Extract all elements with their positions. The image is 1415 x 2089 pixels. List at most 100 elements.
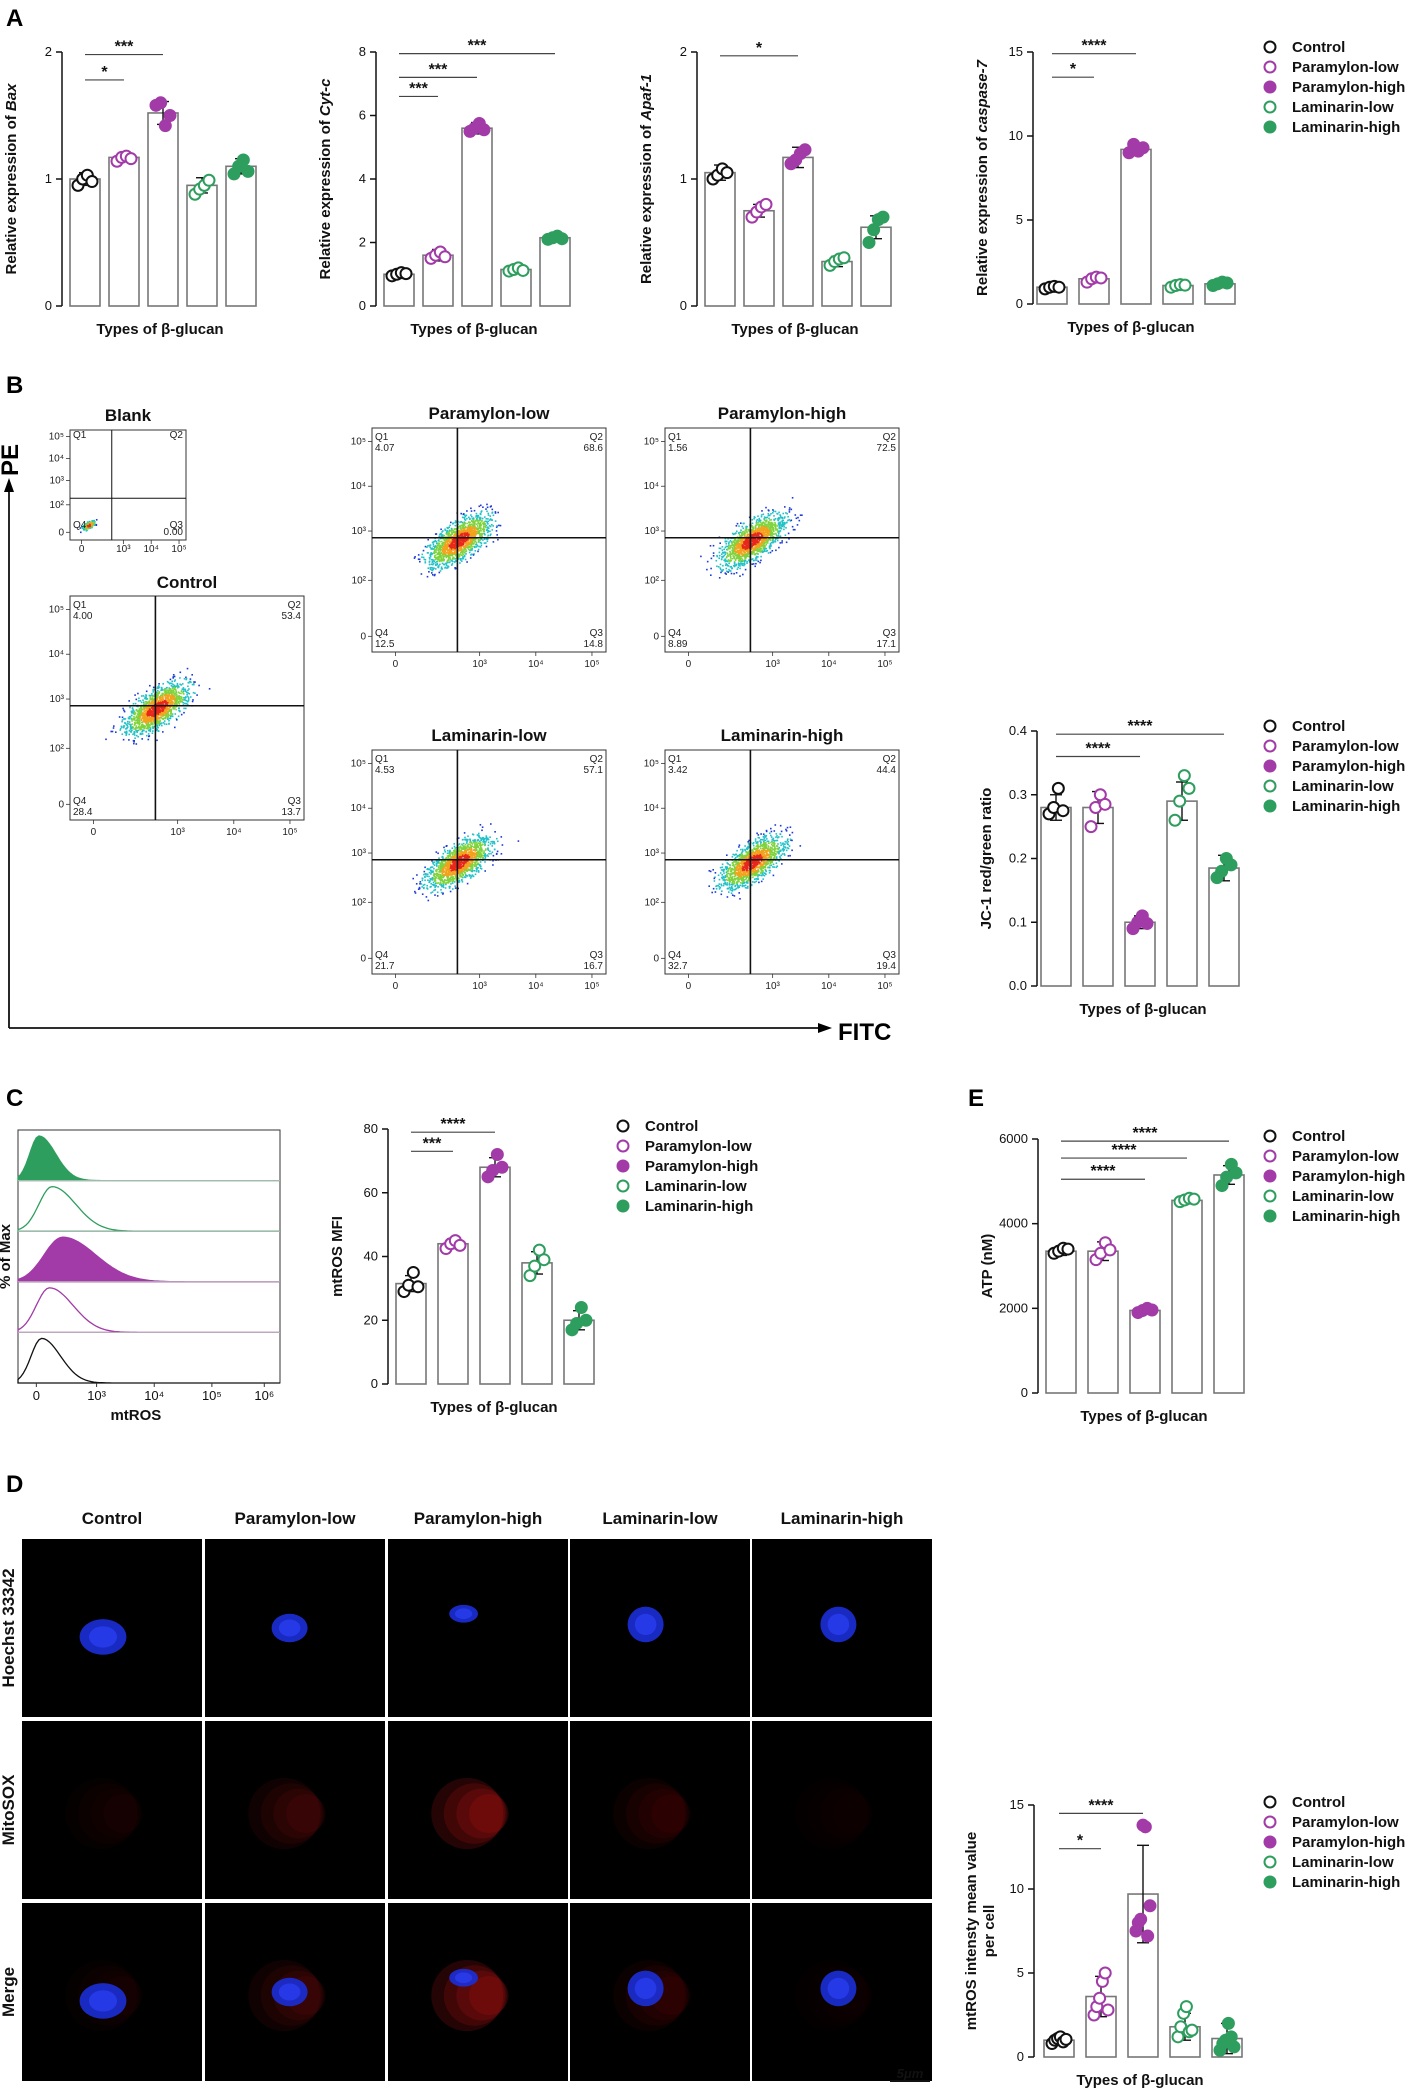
flow-event (187, 689, 189, 692)
flow-event (484, 524, 486, 526)
bar (1082, 806, 1114, 987)
flow-event (161, 715, 163, 717)
data-point (555, 232, 569, 246)
flow-event (163, 701, 166, 704)
legend-label: Laminarin-low (1292, 99, 1394, 116)
flow-event (761, 539, 764, 542)
y-tick-label: 2000 (999, 1300, 1028, 1315)
significance-label: **** (1133, 1125, 1159, 1142)
flow-event (761, 549, 763, 552)
y-tick-label: 6 (359, 108, 366, 123)
flow-event (454, 567, 456, 569)
quadrant-q3-value: 13.7 (282, 807, 302, 818)
flow-event (143, 710, 145, 713)
flow-event (174, 688, 176, 691)
flow-event (475, 543, 478, 546)
flow-event (443, 548, 446, 551)
flow-event (161, 707, 163, 709)
flow-event (169, 717, 172, 720)
flow-event (743, 533, 746, 535)
flow-event (148, 708, 151, 710)
flow-event (760, 532, 762, 534)
flow-event (761, 522, 764, 524)
flow-event (145, 711, 147, 713)
flow-event (151, 711, 153, 714)
flow-event (461, 560, 463, 562)
flow-event (741, 552, 743, 554)
flow-event (479, 541, 482, 544)
flow-event (89, 522, 92, 524)
data-point (1178, 278, 1192, 292)
flow-event (786, 521, 788, 524)
flow-event (167, 716, 169, 718)
flow-event (187, 681, 190, 684)
flow-event (465, 544, 467, 546)
data-point (528, 1259, 542, 1273)
flow-event (433, 556, 436, 558)
flow-event (95, 519, 98, 521)
flow-event (136, 713, 139, 716)
flow-event (771, 526, 773, 529)
flow-event (740, 561, 742, 563)
data-point (1145, 1303, 1159, 1317)
flow-event (152, 699, 155, 701)
flow-event (765, 547, 768, 550)
flow-event (441, 535, 443, 537)
flow-event (487, 518, 489, 520)
data-point (124, 152, 138, 166)
flow-event (452, 546, 454, 549)
flow-event (748, 547, 750, 549)
flow-event (169, 690, 172, 692)
flow-event (83, 524, 86, 527)
flow-event (131, 720, 133, 722)
flow-event (741, 531, 743, 534)
flow-event (773, 533, 775, 535)
flow-event (459, 558, 461, 560)
flow-event (144, 714, 146, 717)
flow-event (438, 557, 440, 560)
bar (69, 178, 101, 307)
flow-event (442, 563, 445, 566)
flow-event (744, 568, 747, 571)
flow-event (752, 535, 755, 537)
flow-event (741, 547, 743, 549)
flow-event (436, 561, 438, 563)
flow-event (122, 725, 125, 727)
flow-event (745, 547, 748, 550)
flow-event (758, 548, 761, 550)
flow-event (757, 549, 760, 552)
flow-event (748, 543, 751, 545)
bar (743, 209, 775, 307)
flow-event (137, 700, 140, 702)
panel-letter-e: E (968, 1085, 984, 1112)
flow-event (473, 509, 476, 512)
bar (521, 1262, 553, 1385)
flow-event (773, 519, 775, 521)
flow-event (467, 545, 470, 548)
flow-event (170, 703, 173, 706)
flow-event (761, 535, 764, 537)
flow-event (182, 698, 184, 701)
flow-event (788, 509, 791, 511)
flow-event (166, 680, 169, 683)
flow-event (460, 546, 462, 549)
flow-event (790, 519, 793, 522)
legend-label: Control (1292, 39, 1345, 56)
flow-event (441, 540, 443, 543)
flow-event (460, 544, 463, 547)
flow-event (752, 540, 755, 542)
legend-marker (1263, 1835, 1277, 1849)
flow-event (178, 698, 181, 701)
flow-event (444, 553, 447, 555)
data-point (1179, 2000, 1193, 2014)
flow-event (778, 518, 781, 520)
flow-event (458, 525, 461, 527)
flow-event (145, 727, 148, 730)
flow-event (88, 520, 91, 523)
flow-event (763, 545, 765, 548)
flow-event (480, 542, 483, 544)
flow-event (464, 525, 467, 528)
flow-event (750, 548, 753, 550)
